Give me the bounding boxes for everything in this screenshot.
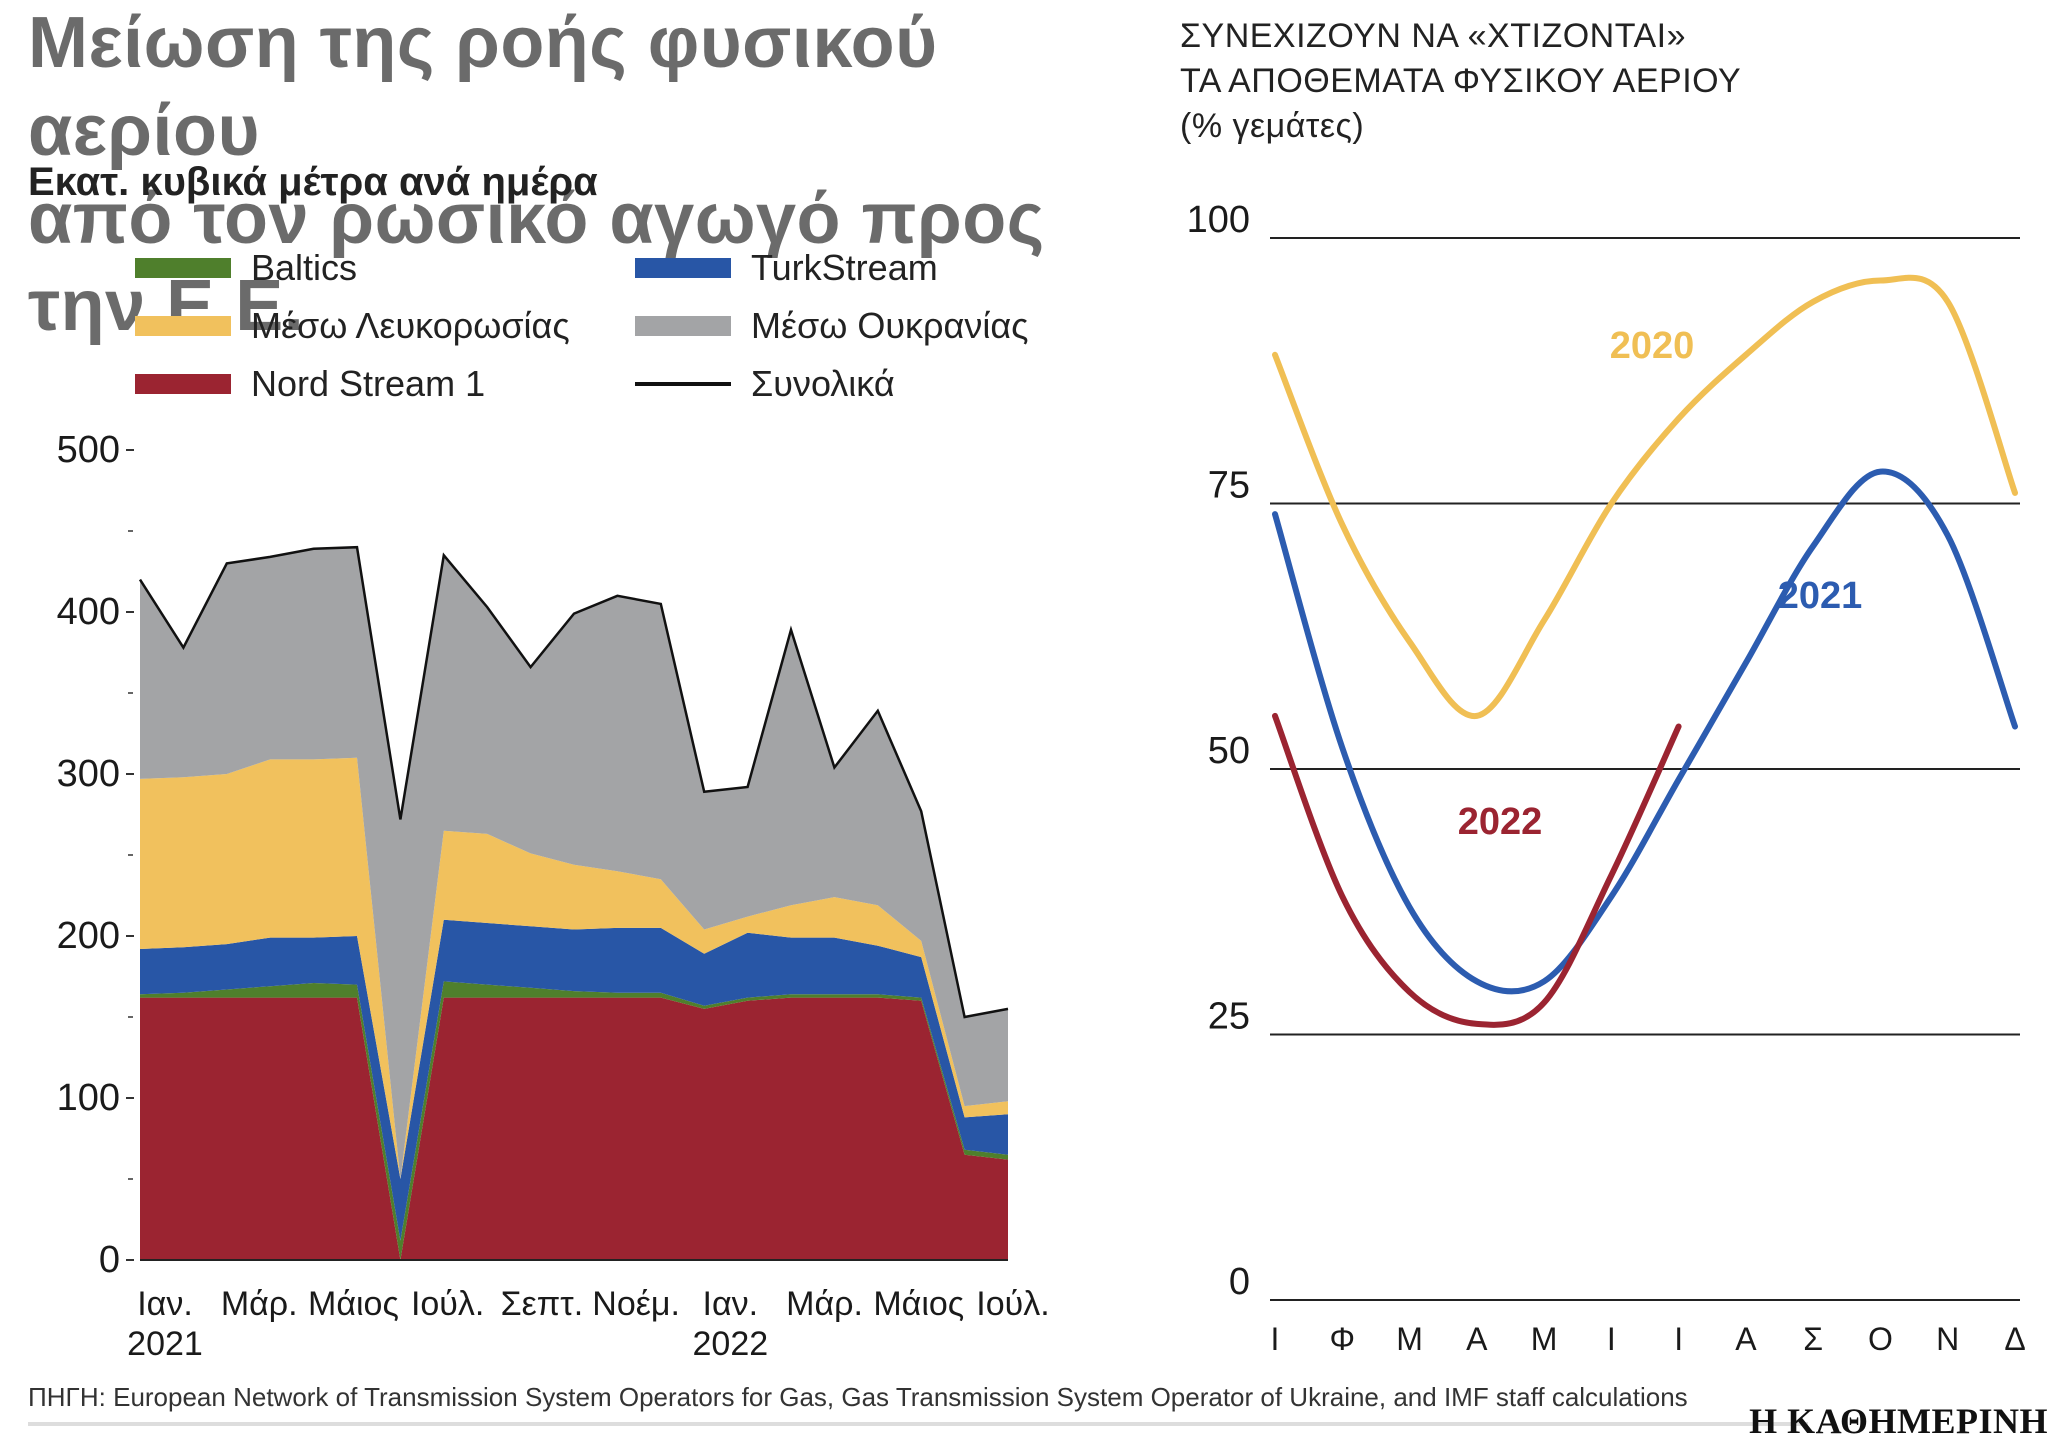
right-x-tick-label: Α bbox=[1735, 1321, 1757, 1357]
left-y-tick-label: 500 bbox=[57, 429, 120, 471]
legend-swatch-total bbox=[635, 382, 731, 386]
left-title-line-1: Μείωση της ροής φυσικού αερίου bbox=[28, 3, 938, 171]
left-x-tick-label: Μάρ. bbox=[221, 1285, 298, 1323]
right-x-tick-label: Ι bbox=[1271, 1321, 1280, 1357]
right-title-line-1: ΣΥΝΕΧΙΖΟΥΝ ΝΑ «ΧΤΙΖΟΝΤΑΙ» bbox=[1180, 17, 1686, 55]
legend-swatch-belarus bbox=[135, 316, 231, 336]
left-chart-title: Μείωση της ροής φυσικού αερίου από τον ρ… bbox=[28, 0, 1158, 351]
left-x-tick-label: Ιούλ. bbox=[411, 1285, 484, 1323]
right-y-tick-label: 100 bbox=[1187, 199, 1250, 241]
legend-item-total: Συνολικά bbox=[635, 356, 895, 412]
legend-item-baltics: Baltics bbox=[135, 240, 357, 296]
left-x-tick-label: Μάρ. bbox=[786, 1285, 863, 1323]
legend-swatch-nordstream bbox=[135, 374, 231, 394]
left-y-tick-label: 100 bbox=[57, 1077, 120, 1119]
left-x-tick-label: Ιαν. bbox=[137, 1285, 193, 1323]
left-y-tick-label: 200 bbox=[57, 915, 120, 957]
left-chart-legend: Baltics TurkStream Μέσω Λευκορωσίας Μέσω… bbox=[135, 240, 1095, 420]
legend-item-turkstream: TurkStream bbox=[635, 240, 938, 296]
right-x-tick-label: Μ bbox=[1531, 1321, 1558, 1357]
area-series-2 bbox=[140, 919, 1008, 1241]
right-x-tick-label: Ι bbox=[1674, 1321, 1683, 1357]
left-x-tick-label: Ιαν. bbox=[703, 1285, 759, 1323]
right-x-tick-label: Φ bbox=[1330, 1321, 1356, 1357]
left-x-tick-label: Μάιος bbox=[308, 1285, 399, 1323]
right-title-line-3: (% γεμάτες) bbox=[1180, 107, 1365, 146]
line-label-2021: 2021 bbox=[1778, 575, 1863, 617]
left-y-tick-label: 400 bbox=[57, 591, 120, 633]
legend-label-turkstream: TurkStream bbox=[751, 247, 938, 288]
legend-item-ukraine: Μέσω Ουκρανίας bbox=[635, 298, 1029, 354]
legend-label-ukraine: Μέσω Ουκρανίας bbox=[751, 305, 1029, 346]
source-divider bbox=[28, 1422, 1808, 1426]
left-y-tick-label: 300 bbox=[57, 753, 120, 795]
left-x-tick-label: Μάιος bbox=[873, 1285, 964, 1323]
legend-label-belarus: Μέσω Λευκορωσίας bbox=[251, 305, 570, 346]
right-chart-title: ΣΥΝΕΧΙΖΟΥΝ ΝΑ «ΧΤΙΖΟΝΤΑΙ» ΤΑ ΑΠΟΘΕΜΑΤΑ Φ… bbox=[1180, 14, 2010, 150]
line-series-2021 bbox=[1272, 468, 2018, 995]
legend-label-nordstream: Nord Stream 1 bbox=[251, 363, 486, 404]
right-x-tick-label: Ο bbox=[1868, 1321, 1893, 1357]
legend-label-total: Συνολικά bbox=[751, 363, 895, 404]
left-title-line-2: από τον ρωσικό αγωγό προς την Ε.Ε. bbox=[28, 178, 1045, 347]
area-series-0 bbox=[140, 997, 1008, 1260]
right-x-tick-label: Δ bbox=[2004, 1321, 2025, 1357]
total-line bbox=[138, 545, 1009, 1019]
legend-swatch-turkstream bbox=[635, 258, 731, 278]
right-y-tick-label: 0 bbox=[1229, 1261, 1250, 1303]
right-title-line-2: ΤΑ ΑΠΟΘΕΜΑΤΑ ΦΥΣΙΚΟΥ ΑΕΡΙΟΥ bbox=[1180, 62, 1742, 101]
right-y-tick-label: 50 bbox=[1208, 730, 1250, 772]
legend-item-nordstream: Nord Stream 1 bbox=[135, 356, 485, 412]
right-x-tick-label: Ι bbox=[1607, 1321, 1616, 1357]
right-y-tick-label: 75 bbox=[1208, 465, 1250, 507]
left-x-tick-label: Νοέμ. bbox=[592, 1285, 680, 1323]
legend-swatch-ukraine bbox=[635, 316, 731, 336]
left-chart-plot: 500 400 300 200 100 0 Ιαν. Μάρ. Μάιος Ιούλ. Σεπτ. Ν… bbox=[57, 429, 1050, 1363]
line-series-2022 bbox=[1272, 712, 1682, 1028]
legend-label-baltics: Baltics bbox=[251, 247, 358, 288]
left-x-tick-label: Ιούλ. bbox=[976, 1285, 1049, 1323]
left-x-tick-label: Σεπτ. bbox=[501, 1285, 584, 1323]
left-chart-subtitle: Εκατ. κυβικά μέτρα ανά ημέρα bbox=[28, 160, 598, 204]
left-x-year-label: 2021 bbox=[127, 1325, 203, 1363]
source-note: ΠΗΓΗ: European Network of Transmission S… bbox=[28, 1382, 1688, 1412]
line-label-2022: 2022 bbox=[1458, 801, 1543, 843]
area-series-4 bbox=[140, 547, 1008, 1179]
left-y-tick-label: 0 bbox=[99, 1239, 120, 1281]
right-x-tick-label: Μ bbox=[1396, 1321, 1423, 1357]
legend-swatch-baltics bbox=[135, 258, 231, 278]
line-series-2020 bbox=[1272, 274, 2018, 719]
area-series-3 bbox=[140, 757, 1008, 1179]
publisher-logo: Η ΚΑΘΗΜΕΡΙΝΗ bbox=[1749, 1401, 2048, 1441]
right-x-tick-label: Ν bbox=[1936, 1321, 1959, 1357]
line-label-2020: 2020 bbox=[1610, 325, 1695, 367]
right-y-tick-label: 25 bbox=[1208, 996, 1250, 1038]
right-x-tick-label: Σ bbox=[1803, 1321, 1823, 1357]
right-x-tick-label: Α bbox=[1466, 1321, 1488, 1357]
legend-item-belarus: Μέσω Λευκορωσίας bbox=[135, 298, 570, 354]
left-x-year-label: 2022 bbox=[693, 1325, 769, 1363]
